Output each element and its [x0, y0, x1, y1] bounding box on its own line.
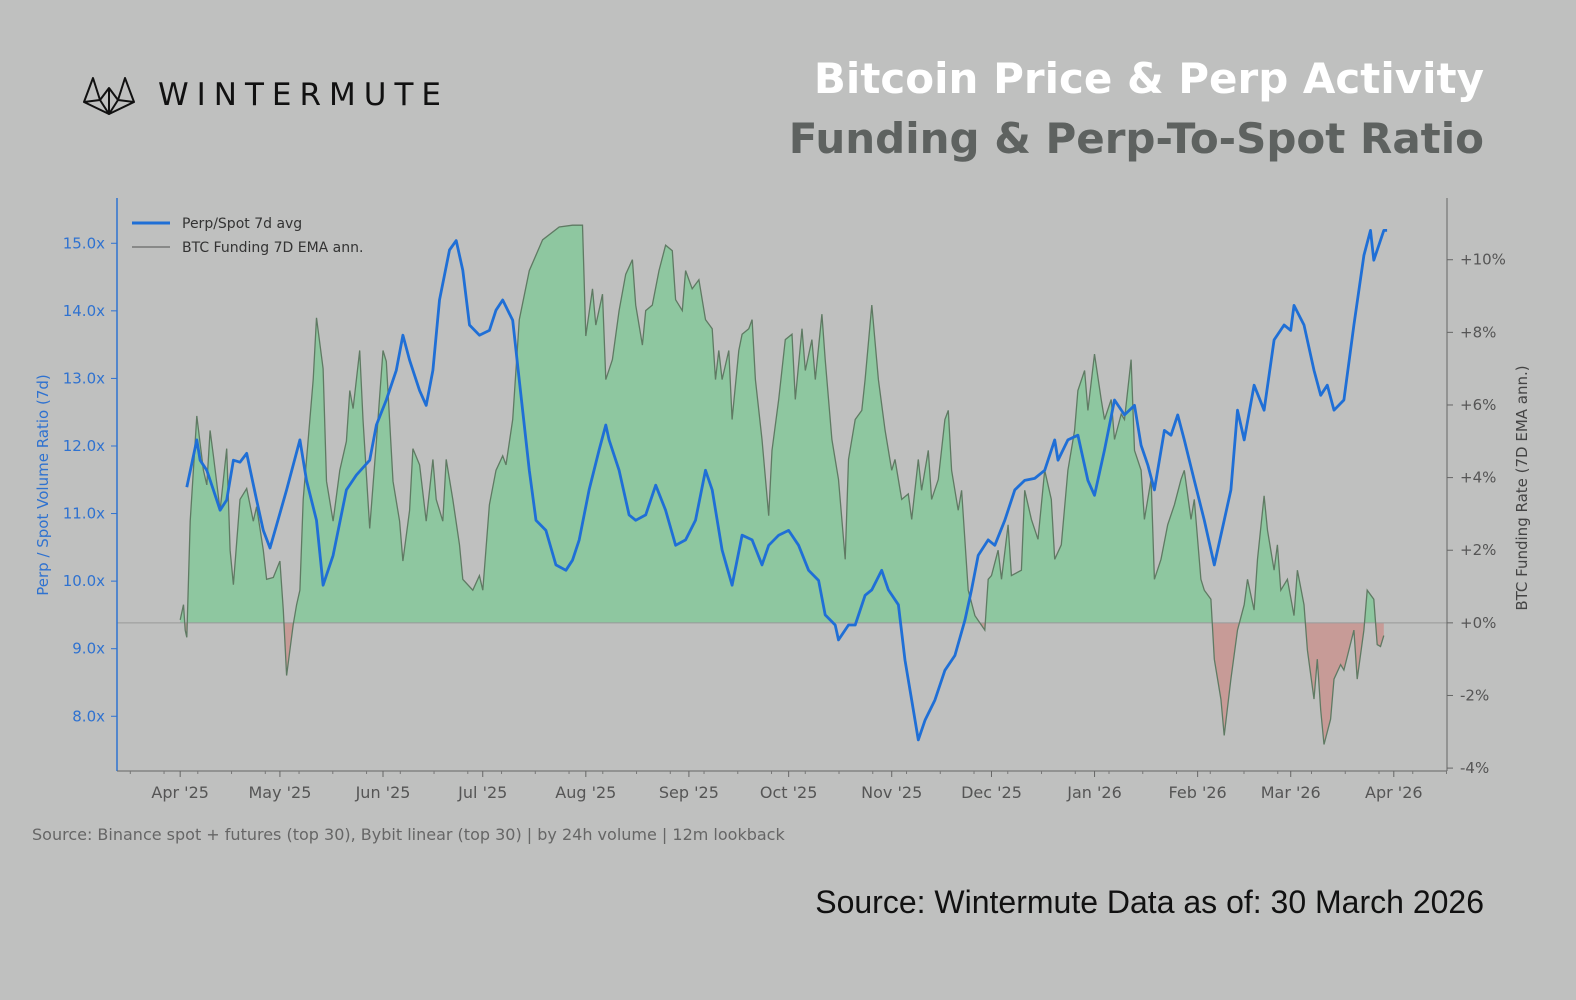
x-tick-label: Oct '25 — [760, 783, 818, 802]
x-tick-label: Jun '25 — [355, 783, 411, 802]
funding-series-line — [179, 224, 1385, 745]
left-tick-label: 13.0x — [63, 369, 105, 387]
x-tick-label: Dec '25 — [961, 783, 1022, 802]
logo-text: WINTERMUTE — [158, 77, 450, 113]
x-tick-label: Aug '25 — [555, 783, 616, 802]
source-note: Source: Binance spot + futures (top 30),… — [32, 825, 785, 844]
left-tick-label: 12.0x — [63, 437, 105, 455]
left-tick-label: 10.0x — [63, 572, 105, 590]
left-tick-label: 11.0x — [63, 505, 105, 523]
right-tick-label: +0% — [1460, 614, 1496, 632]
right-tick-label: +8% — [1460, 323, 1496, 341]
right-tick-label: +4% — [1460, 469, 1496, 487]
legend-label-perp: Perp/Spot 7d avg — [182, 216, 302, 232]
perp-spot-series-line — [185, 229, 1388, 742]
x-tick-label: Jan '26 — [1066, 783, 1122, 802]
left-tick-label: 15.0x — [63, 234, 105, 252]
funding-positive-area — [180, 225, 1376, 623]
x-tick-label: Apr '25 — [151, 783, 209, 802]
legend: Perp/Spot 7d avg BTC Funding 7D EMA ann. — [132, 216, 363, 256]
chart-title: Bitcoin Price & Perp Activity — [813, 54, 1484, 103]
right-tick-label: +2% — [1460, 541, 1496, 559]
wintermute-logo-icon — [83, 77, 135, 115]
x-tick-label: May '25 — [248, 783, 311, 802]
right-tick-label: +6% — [1460, 396, 1496, 414]
legend-label-funding: BTC Funding 7D EMA ann. — [182, 240, 363, 256]
x-tick-label: Jul '25 — [457, 783, 507, 802]
x-tick-label: Mar '26 — [1261, 783, 1321, 802]
x-tick-label: Feb '26 — [1169, 783, 1227, 802]
left-tick-label: 14.0x — [63, 302, 105, 320]
x-tick-label: Nov '25 — [861, 783, 922, 802]
right-tick-label: -4% — [1460, 759, 1489, 777]
right-tick-label: -2% — [1460, 686, 1489, 704]
wintermute-logo: WINTERMUTE — [82, 74, 449, 116]
chart-subtitle: Funding & Perp-To-Spot Ratio — [788, 114, 1484, 163]
x-tick-label: Sep '25 — [659, 783, 719, 802]
left-tick-label: 9.0x — [72, 640, 105, 658]
right-axis-label: BTC Funding Rate (7D EMA ann.) — [1513, 365, 1531, 610]
footer-source: Source: Wintermute Data as of: 30 March … — [815, 884, 1484, 920]
left-tick-label: 8.0x — [72, 707, 105, 725]
right-tick-label: +10% — [1460, 251, 1506, 269]
x-tick-label: Apr '26 — [1365, 783, 1423, 802]
left-axis-label: Perp / Spot Volume Ratio (7d) — [34, 374, 52, 596]
